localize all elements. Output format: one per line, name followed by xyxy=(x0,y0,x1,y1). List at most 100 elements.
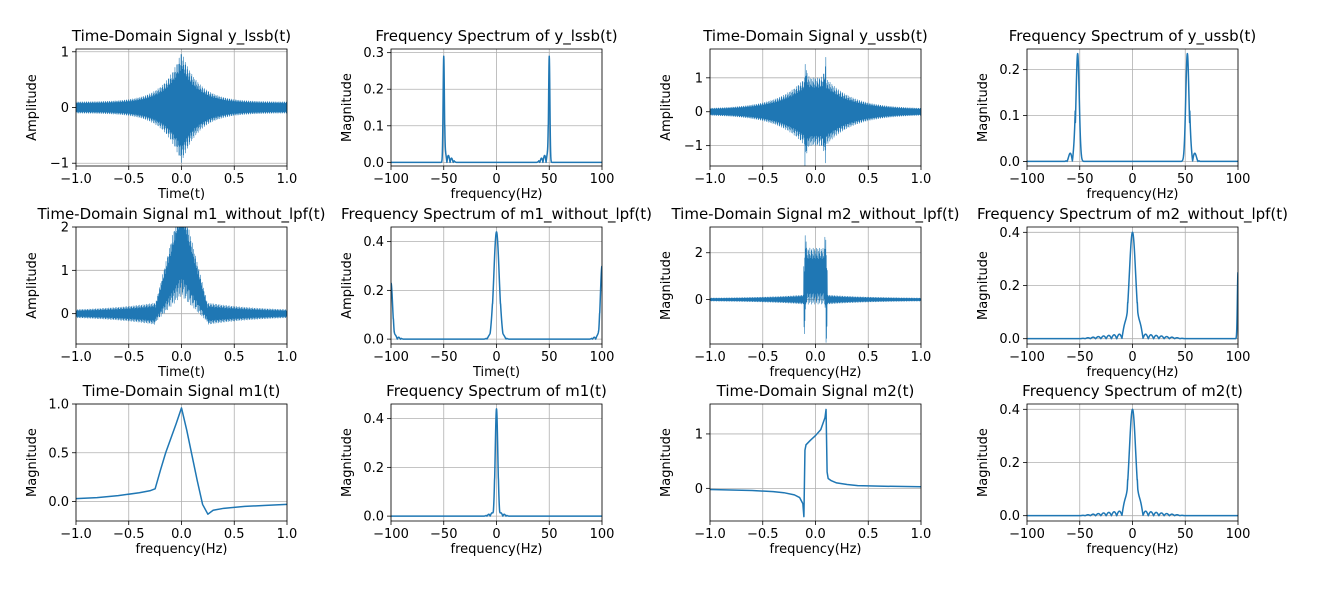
series-line xyxy=(1027,408,1238,517)
x-tick-label: −100 xyxy=(1009,172,1045,187)
subplot-title: Time-Domain Signal m2(t) xyxy=(716,382,915,400)
x-tick-label: 100 xyxy=(1226,350,1251,365)
subplot-title: Time-Domain Signal y_ussb(t) xyxy=(702,27,928,46)
axes-frame xyxy=(390,403,603,522)
x-tick-label: −1.0 xyxy=(694,527,726,542)
subplot-title: Time-Domain Signal m1(t) xyxy=(82,382,281,400)
series-line xyxy=(76,54,287,163)
series-line xyxy=(391,408,602,517)
y-tick-label: 0.0 xyxy=(999,155,1020,170)
x-tick-label: 50 xyxy=(541,527,558,542)
x-tick-label: 0 xyxy=(1128,350,1136,365)
x-axis-label: frequency(Hz) xyxy=(770,365,862,380)
x-tick-label: 1.0 xyxy=(277,172,298,187)
y-tick-label: 0 xyxy=(61,101,69,116)
subplot-6: −100 −50 0 50 100 0.0 0.2 0.4 Frequency Spectrum… xyxy=(340,205,652,380)
y-axis-label: Amplitude xyxy=(659,74,674,141)
x-tick-label: 50 xyxy=(1177,527,1194,542)
y-tick-label: 0.0 xyxy=(999,509,1020,524)
x-tick-label: 100 xyxy=(1226,527,1251,542)
series-line xyxy=(710,408,921,518)
subplot-title: Frequency Spectrum of m1(t) xyxy=(386,382,607,400)
y-axis-label: Magnitude xyxy=(659,251,674,320)
subplot-title: Time-Domain Signal m1_without_lpf(t) xyxy=(36,205,325,224)
subplot-title: Frequency Spectrum of m1_without_lpf(t) xyxy=(341,205,652,224)
y-tick-label: 0.3 xyxy=(363,46,384,61)
x-tick-label: −50 xyxy=(430,172,457,187)
x-tick-label: −0.5 xyxy=(113,527,145,542)
x-tick-label: −50 xyxy=(430,350,457,365)
axes-frame xyxy=(75,403,288,522)
x-tick-label: 0.5 xyxy=(224,527,245,542)
y-tick-label: 1 xyxy=(695,71,703,86)
x-axis-label: Time(t) xyxy=(472,365,520,380)
y-tick-label: 0.2 xyxy=(999,279,1020,294)
y-tick-label: 0.0 xyxy=(999,332,1020,347)
x-axis-label: Time(t) xyxy=(157,365,205,380)
x-axis-label: frequency(Hz) xyxy=(770,542,862,557)
y-axis-label: Magnitude xyxy=(25,428,40,497)
y-axis-label: Amplitude xyxy=(25,252,40,319)
x-tick-label: −1.0 xyxy=(60,527,92,542)
x-tick-label: 1.0 xyxy=(277,350,298,365)
y-tick-label: 0 xyxy=(61,307,69,322)
y-tick-label: 0.0 xyxy=(363,510,384,525)
x-tick-label: −1.0 xyxy=(694,172,726,187)
y-tick-label: 1 xyxy=(695,427,703,442)
x-tick-label: −100 xyxy=(373,350,409,365)
y-tick-label: 1 xyxy=(61,264,69,279)
y-tick-label: 0.4 xyxy=(363,412,384,427)
x-tick-label: −100 xyxy=(373,527,409,542)
subplot-title: Frequency Spectrum of m2_without_lpf(t) xyxy=(977,205,1288,224)
y-tick-label: 0.5 xyxy=(48,446,69,461)
x-axis-label: frequency(Hz) xyxy=(1087,187,1179,202)
x-tick-label: 50 xyxy=(541,172,558,187)
series-line xyxy=(710,235,921,343)
x-tick-label: 0.0 xyxy=(805,172,826,187)
y-tick-label: 0.4 xyxy=(999,226,1020,241)
y-tick-label: 0.4 xyxy=(363,235,384,250)
x-tick-label: 1.0 xyxy=(911,527,932,542)
y-tick-label: 0 xyxy=(695,105,703,120)
axes-frame xyxy=(75,48,288,167)
y-tick-label: −1 xyxy=(50,157,69,172)
subplot-4: −100 −50 0 50 100 0.0 0.1 0.2 Frequency Spectrum… xyxy=(976,27,1256,202)
subplot-9: −1.0 −0.5 0.0 0.5 1.0 0.0 0.5 1.0 Time-Domain Si… xyxy=(25,382,297,557)
axes-frame xyxy=(709,226,922,345)
axes-frame xyxy=(75,226,288,345)
x-tick-label: −0.5 xyxy=(747,350,779,365)
y-axis-label: Magnitude xyxy=(659,428,674,497)
x-tick-label: 100 xyxy=(590,527,615,542)
y-tick-label: 0.2 xyxy=(363,461,384,476)
x-tick-label: 1.0 xyxy=(911,172,932,187)
x-tick-label: −1.0 xyxy=(694,350,726,365)
x-tick-label: 100 xyxy=(1226,172,1251,187)
x-tick-label: 0.0 xyxy=(171,527,192,542)
y-tick-label: −1 xyxy=(684,139,703,154)
x-tick-label: −0.5 xyxy=(113,350,145,365)
y-tick-label: 1 xyxy=(61,45,69,60)
axes-frame xyxy=(1026,226,1239,345)
axes-frame xyxy=(709,48,922,167)
x-tick-label: 0 xyxy=(492,350,500,365)
subplot-7: −1.0 −0.5 0.0 0.5 1.0 0 2 Time-Domain Signal m2… xyxy=(659,205,960,380)
series-line xyxy=(710,56,921,166)
y-tick-label: 2 xyxy=(695,246,703,261)
y-tick-label: 0.2 xyxy=(363,83,384,98)
x-tick-label: 0 xyxy=(492,172,500,187)
y-axis-label: Magnitude xyxy=(976,73,991,142)
y-tick-label: 0.2 xyxy=(363,284,384,299)
x-tick-label: −1.0 xyxy=(60,350,92,365)
series-line xyxy=(76,227,287,325)
x-tick-label: −100 xyxy=(373,172,409,187)
axes-frame xyxy=(390,48,603,167)
axes-frame xyxy=(390,226,603,345)
x-tick-label: 0.0 xyxy=(171,350,192,365)
x-tick-label: 1.0 xyxy=(277,527,298,542)
subplot-title: Time-Domain Signal m2_without_lpf(t) xyxy=(670,205,959,224)
x-axis-label: frequency(Hz) xyxy=(1087,542,1179,557)
